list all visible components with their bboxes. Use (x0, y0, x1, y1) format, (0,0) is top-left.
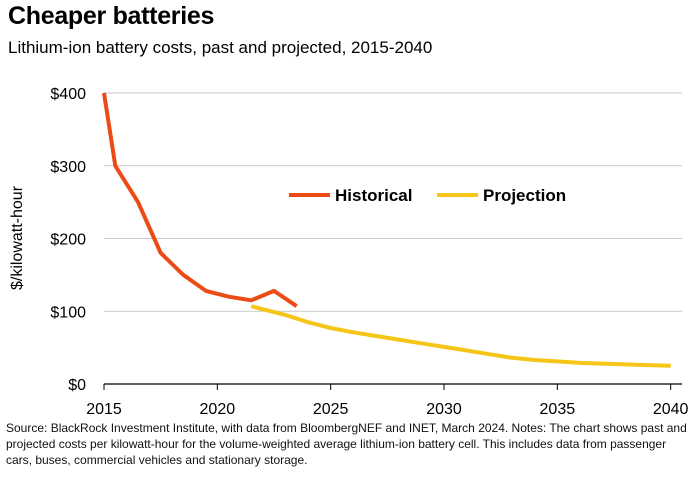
legend-label-projection: Projection (483, 186, 566, 205)
x-tick-label: 2035 (540, 401, 576, 418)
chart-title: Cheaper batteries (8, 2, 215, 30)
x-tick-label: 2030 (426, 401, 462, 418)
y-tick-label: $200 (50, 232, 86, 249)
source-note: Source: BlackRock Investment Institute, … (6, 421, 687, 467)
legend-label-historical: Historical (335, 186, 412, 205)
x-axis: 2015 2020 2025 2030 2035 2040 (86, 383, 689, 418)
x-tick-label: 2020 (200, 401, 236, 418)
x-tick-label: 2015 (86, 401, 122, 418)
series-lines (102, 92, 671, 368)
gridlines (104, 92, 682, 312)
series-line-projection (250, 304, 671, 368)
x-tick-label: 2040 (653, 401, 689, 418)
chart-subtitle: Lithium-ion battery costs, past and proj… (8, 38, 433, 57)
series-line-historical (102, 92, 298, 308)
y-tick-label: $100 (50, 304, 86, 321)
y-tick-label: $300 (50, 159, 86, 176)
line-chart: 2015 2020 2025 2030 2035 2040 $0$100$200$300$… (50, 86, 689, 418)
y-tick-label: $400 (50, 86, 86, 103)
x-tick-label: 2025 (313, 401, 349, 418)
y-axis-ticks: $0 $100 $200 $300 $400 (50, 86, 86, 394)
y-tick-label: $0 (68, 377, 86, 394)
legend: Historical Projection (289, 186, 566, 205)
